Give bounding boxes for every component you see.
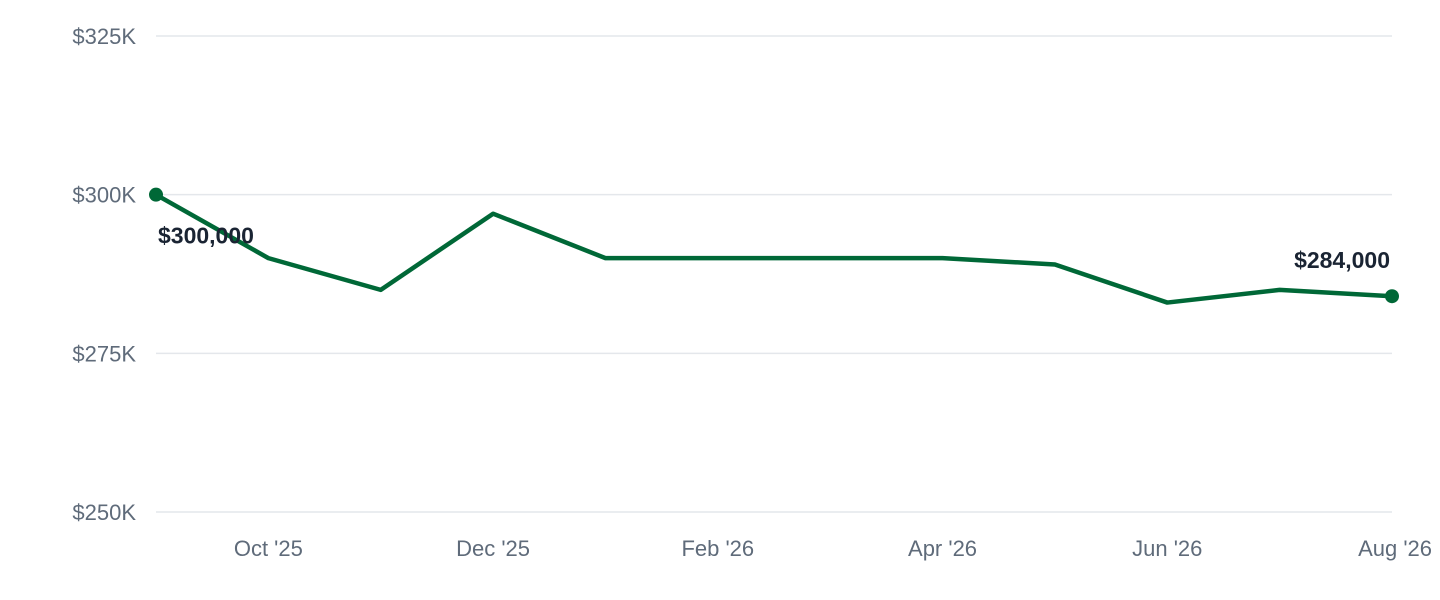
- grid-layer: [156, 35, 1392, 513]
- series-layer: [153, 192, 1395, 305]
- y-tick-label: $300K: [72, 183, 136, 208]
- x-tick-label: Aug '26: [1358, 536, 1432, 561]
- series-line: [153, 192, 1395, 305]
- y-tick-label: $250K: [72, 500, 136, 525]
- x-tick-label: Jun '26: [1132, 536, 1202, 561]
- x-tick-label: Dec '25: [456, 536, 530, 561]
- y-axis-ticks: $250K $275K $300K $325K: [72, 24, 136, 525]
- y-tick-label: $275K: [72, 341, 136, 366]
- y-tick-label: $325K: [72, 24, 136, 49]
- x-tick-label: Oct '25: [234, 536, 303, 561]
- x-tick-label: Feb '26: [681, 536, 754, 561]
- x-tick-label: Apr '26: [908, 536, 977, 561]
- annotation-layer: $300,000 $284,000: [149, 187, 1399, 304]
- data-point-marker: [1385, 289, 1399, 304]
- data-point-marker: [149, 187, 163, 202]
- data-label: $300,000: [158, 223, 254, 249]
- data-label: $284,000: [1294, 247, 1390, 273]
- x-axis-ticks: Oct '25 Dec '25 Feb '26 Apr '26 Jun '26 Aug '…: [234, 536, 1432, 561]
